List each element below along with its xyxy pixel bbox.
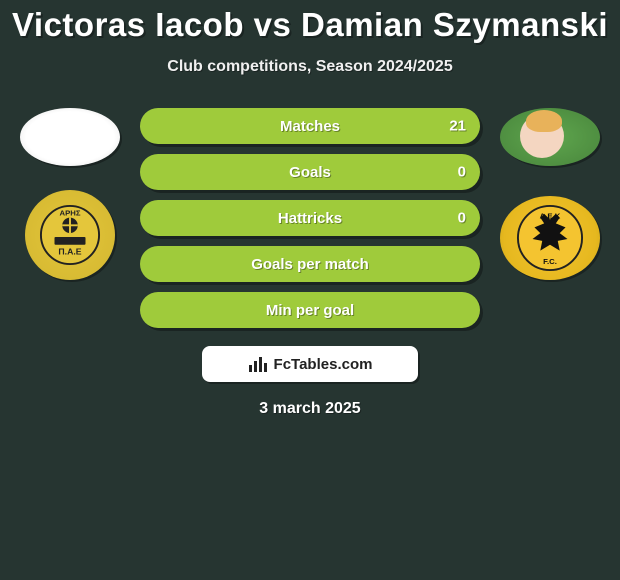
svg-text:F.C.: F.C. bbox=[543, 257, 557, 266]
stat-right-value: 0 bbox=[458, 164, 466, 181]
player-left-avatar bbox=[20, 108, 120, 166]
svg-text:Π.Α.Ε: Π.Α.Ε bbox=[58, 246, 81, 256]
comparison-row: Π.Α.Ε ΑΡΗΣ Matches 21 Goals 0 Hattricks … bbox=[0, 108, 620, 328]
stat-right-value: 0 bbox=[458, 210, 466, 227]
player-left-column: Π.Α.Ε ΑΡΗΣ bbox=[10, 108, 130, 280]
infographic-date: 3 march 2025 bbox=[0, 400, 620, 418]
bar-chart-icon bbox=[248, 355, 268, 373]
stat-pill-matches: Matches 21 bbox=[140, 108, 480, 144]
aek-crest-icon: Α.Ε.Κ F.C. bbox=[516, 204, 584, 272]
aris-crest-icon: Π.Α.Ε ΑΡΗΣ bbox=[39, 204, 101, 266]
brand-chip[interactable]: FcTables.com bbox=[202, 346, 418, 382]
svg-text:Α.Ε.Κ: Α.Ε.Κ bbox=[540, 212, 561, 221]
svg-text:ΑΡΗΣ: ΑΡΗΣ bbox=[59, 209, 80, 218]
page-subtitle: Club competitions, Season 2024/2025 bbox=[0, 58, 620, 76]
page-title: Victoras Iacob vs Damian Szymanski bbox=[0, 6, 620, 44]
stat-pill-mpg: Min per goal bbox=[140, 292, 480, 328]
stat-label: Goals per match bbox=[251, 256, 369, 273]
player-right-avatar bbox=[500, 108, 600, 166]
brand-text: FcTables.com bbox=[274, 356, 373, 373]
player-right-column: Α.Ε.Κ F.C. bbox=[490, 108, 610, 280]
stat-label: Hattricks bbox=[278, 210, 342, 227]
stat-pill-hattricks: Hattricks 0 bbox=[140, 200, 480, 236]
stat-pill-gpm: Goals per match bbox=[140, 246, 480, 282]
stat-label: Matches bbox=[280, 118, 340, 135]
stat-right-value: 21 bbox=[449, 118, 466, 135]
club-left-crest: Π.Α.Ε ΑΡΗΣ bbox=[25, 190, 115, 280]
stat-label: Min per goal bbox=[266, 302, 354, 319]
stats-column: Matches 21 Goals 0 Hattricks 0 Goals per… bbox=[140, 108, 480, 328]
stat-label: Goals bbox=[289, 164, 331, 181]
stat-pill-goals: Goals 0 bbox=[140, 154, 480, 190]
club-right-crest: Α.Ε.Κ F.C. bbox=[500, 196, 600, 280]
